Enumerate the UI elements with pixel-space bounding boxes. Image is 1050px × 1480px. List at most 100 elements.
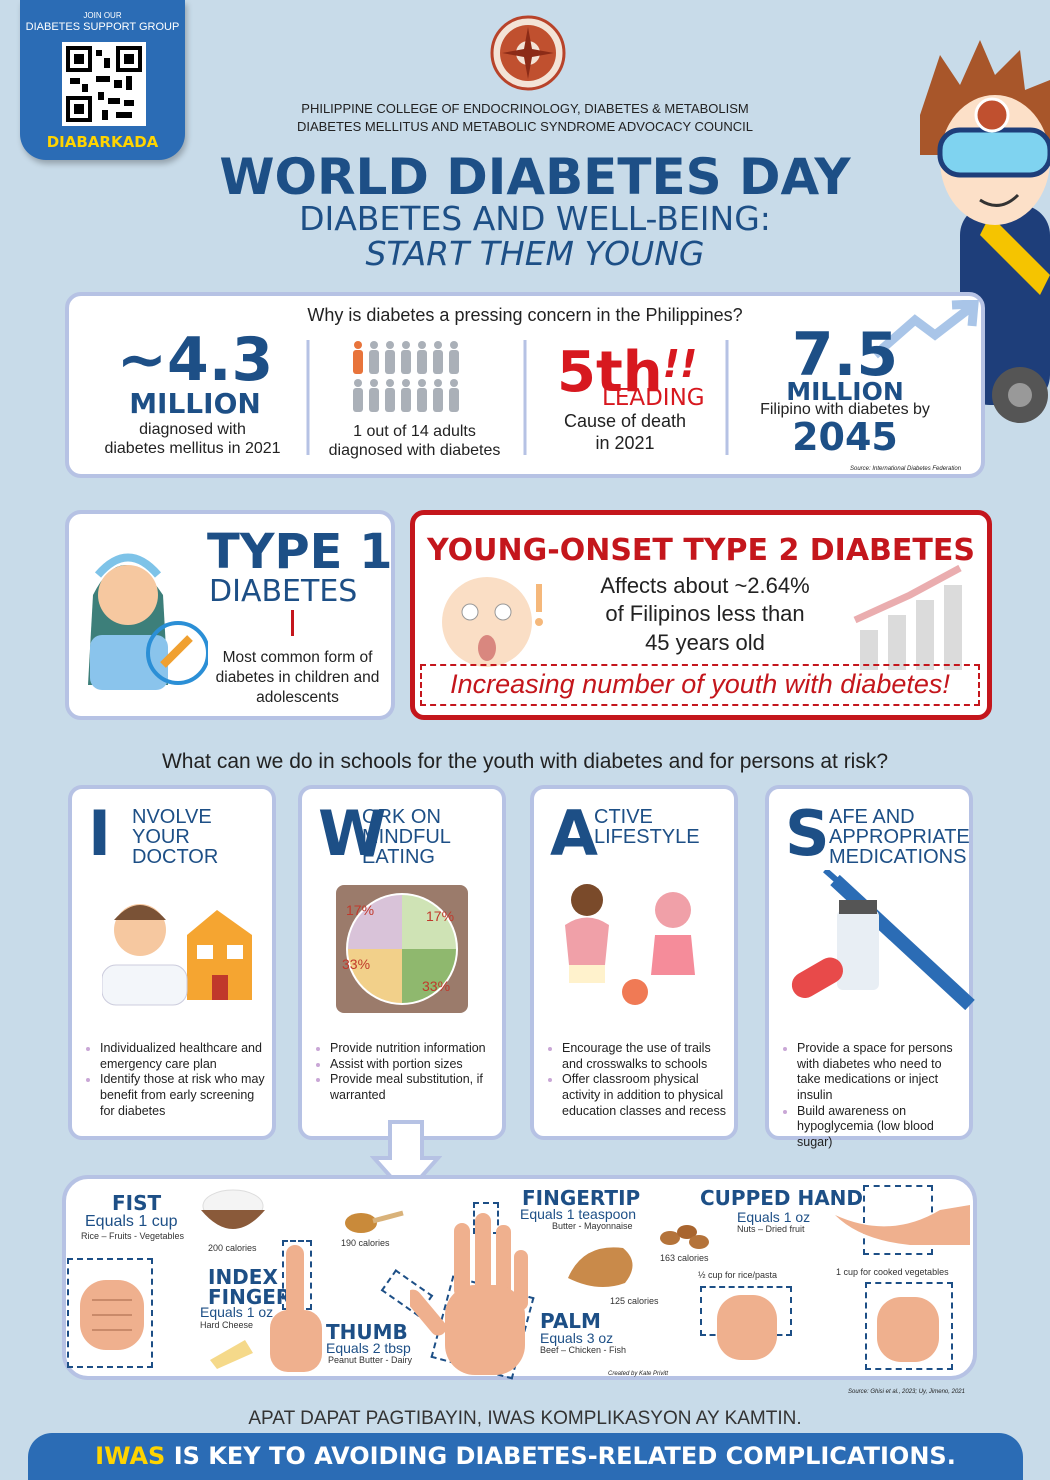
person-head: [402, 341, 410, 349]
stat-year: 2045: [792, 415, 898, 459]
portion-equals: Equals 2 tbsp: [326, 1340, 411, 1356]
stats-source: Source: International Diabetes Federatio…: [850, 466, 962, 472]
portion-note: 1 cup for cooked vegetables: [836, 1267, 949, 1277]
person-head: [418, 379, 426, 387]
person-head: [354, 379, 362, 387]
portion-examples: Rice – Fruits - Vegetables: [81, 1231, 185, 1241]
person-body: [449, 350, 459, 374]
plate-label: 33%: [342, 956, 370, 972]
rank: 5th: [557, 340, 663, 405]
card-title-line: AFE AND: [829, 806, 915, 828]
person-head: [386, 379, 394, 387]
person-head: [402, 379, 410, 387]
cupped-hand: [835, 1205, 970, 1245]
card-title-line: EATING: [362, 846, 435, 868]
footer-key: IWAS: [95, 1442, 166, 1470]
card-bullets: Provide nutrition informationAssist with…: [314, 1041, 496, 1104]
person-body: [353, 388, 363, 412]
stat-text: Cause of death: [563, 411, 687, 431]
card-title: NVOLVE YOUR DOCTOR: [132, 807, 266, 867]
peanut-butter-spoon: [345, 1210, 404, 1233]
card-bullets: Provide a space for persons with diabete…: [781, 1041, 963, 1150]
portion-equals: Equals 1 oz: [200, 1304, 274, 1320]
card-title-line: ORK ON: [362, 806, 441, 828]
person-body: [369, 350, 379, 374]
type2-text: Affects about ~2.64% of Filipinos less t…: [560, 572, 850, 657]
portions-source: Source: Ghisi et al., 2023; Uy, Jimeno, …: [848, 1389, 965, 1395]
chicken: [568, 1247, 633, 1287]
person-body: [385, 388, 395, 412]
stat-text: in 2021: [595, 433, 655, 453]
card-title-line: APPROPRIATE: [829, 826, 970, 848]
person-head: [434, 379, 442, 387]
org-line: DIABETES MELLITUS AND METABOLIC SYNDROME…: [296, 119, 754, 134]
person-head: [434, 341, 442, 349]
rice-bowl: [201, 1189, 265, 1229]
qr-code[interactable]: [62, 42, 146, 126]
line: diabetes in children and: [215, 669, 380, 687]
person-head: [450, 341, 458, 349]
doctor-illustration: [102, 904, 252, 1006]
stat-unit: MILLION: [786, 377, 904, 406]
stat-text: diabetes mellitus in 2021: [104, 440, 281, 457]
qr-name: DIABARKADA: [46, 133, 159, 151]
card-bullet: Build awareness on hypoglycemia (low blo…: [797, 1104, 963, 1151]
stat-big: 7.5: [791, 320, 899, 390]
dividers: [306, 340, 729, 455]
card-title: CTIVE LIFESTYLE: [594, 807, 728, 847]
medication-illustration: [791, 870, 975, 1010]
portion-name: INDEX FINGER: [208, 1267, 291, 1307]
person-body: [369, 388, 379, 412]
logo: [490, 15, 566, 91]
portion-note: ½ cup for rice/pasta: [698, 1270, 778, 1280]
portion-equals: Equals 1 oz: [737, 1209, 811, 1225]
portion-equals: Equals 1 teaspoon: [520, 1206, 636, 1222]
card-title-line: LIFESTYLE: [594, 826, 700, 848]
stat-text: 1 out of 14 adults: [353, 423, 476, 440]
person-body: [353, 350, 363, 374]
stat-big: ~4.3: [116, 325, 274, 395]
card-bullet: Provide meal substitution, if warranted: [330, 1072, 496, 1103]
card-title-line: MEDICATIONS: [829, 846, 967, 868]
card-bullet: Provide nutrition information: [330, 1041, 496, 1057]
portion-equals: Equals 3 oz: [540, 1330, 614, 1346]
card-title-line: NVOLVE YOUR: [132, 806, 212, 848]
person-body: [417, 350, 427, 374]
stat-unit: MILLION: [129, 387, 261, 420]
card-bullet: Assist with portion sizes: [330, 1057, 496, 1073]
line: Affects about ~2.64%: [600, 573, 810, 598]
trend-arrow: [872, 300, 979, 359]
nuts: [660, 1225, 709, 1249]
person-body: [401, 388, 411, 412]
plate-label: 33%: [422, 978, 450, 994]
qr-block: JOIN OUR DIABETES SUPPORT GROUP DIABARKA…: [20, 0, 185, 160]
type1-text: Most common form of diabetes in children…: [200, 648, 395, 708]
card-bullets: Encourage the use of trails and crosswal…: [546, 1041, 728, 1119]
line: adolescents: [256, 689, 339, 707]
person-head: [370, 379, 378, 387]
portion-examples: Hard Cheese: [200, 1320, 254, 1330]
type1-subtitle: DIABETES: [209, 574, 358, 609]
card-bullets: Individualized healthcare and emergency …: [84, 1041, 266, 1119]
people-icons: [353, 341, 459, 412]
card-bullet: Identify those at risk who may benefit f…: [100, 1072, 266, 1119]
person-body: [433, 350, 443, 374]
stat-unit: LEADING: [602, 385, 705, 411]
portion-name: CUPPED HAND: [700, 1186, 864, 1210]
cheese: [210, 1340, 253, 1369]
footer-bar: IWAS IS KEY TO AVOIDING DIABETES-RELATED…: [28, 1433, 1023, 1480]
person-head: [354, 341, 362, 349]
stat-text: diagnosed with diabetes: [328, 442, 501, 459]
card-letter: A: [550, 797, 598, 870]
portions-credit: Created by Kate Privitt: [608, 1371, 669, 1377]
stat-big: 5th!!: [557, 345, 697, 401]
portion-examples: Nuts – Dried fruit: [737, 1224, 805, 1234]
stat-text: Filipino with diabetes by: [760, 401, 930, 418]
card-title-line: CTIVE: [594, 806, 653, 828]
index-hand: [270, 1245, 322, 1372]
person-body: [401, 350, 411, 374]
exclaim: !!: [662, 342, 698, 386]
fist-hand: [80, 1280, 144, 1350]
portion-examples: Beef – Chicken - Fish: [540, 1345, 627, 1355]
